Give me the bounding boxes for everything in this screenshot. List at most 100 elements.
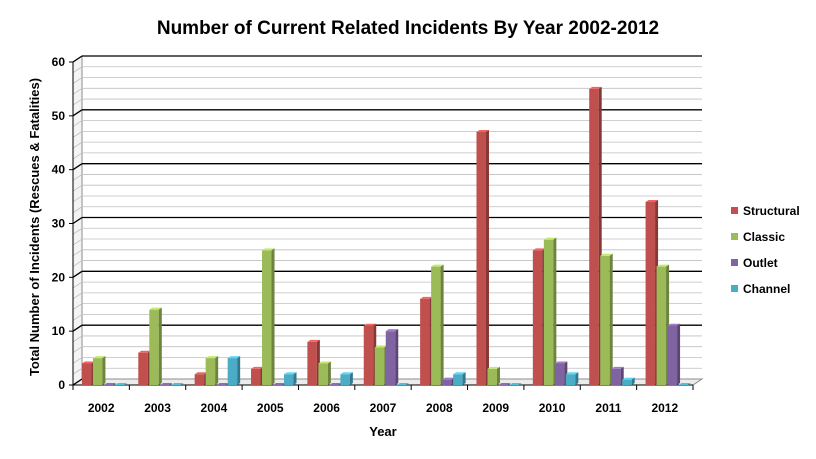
gridline-side bbox=[72, 292, 83, 300]
bar-front bbox=[543, 239, 554, 385]
bar-outlet-2007 bbox=[385, 329, 399, 385]
bar-flat bbox=[678, 383, 692, 385]
bar-front bbox=[363, 325, 374, 385]
bar-top bbox=[554, 361, 568, 364]
ticks-layer: 0 10 20 30 40 50 60 2002 2003 2004 2005 2006 2007 200… bbox=[52, 55, 694, 415]
bar-channel-2010 bbox=[565, 372, 579, 385]
bar-classic-2006 bbox=[318, 361, 331, 385]
y-tick-label: 60 bbox=[52, 55, 66, 69]
x-axis-title: Year bbox=[369, 424, 396, 439]
bar-structural-2008 bbox=[420, 296, 433, 385]
bar-top bbox=[262, 248, 275, 251]
bar-front bbox=[431, 266, 441, 385]
bar-flat bbox=[273, 383, 286, 385]
legend-label: Structural bbox=[743, 204, 800, 218]
legend-label: Outlet bbox=[743, 256, 778, 270]
bar-classic-2009 bbox=[487, 366, 500, 385]
bar-side bbox=[102, 356, 106, 385]
bar-side bbox=[293, 372, 297, 385]
bar-flat bbox=[160, 383, 173, 385]
bar-side bbox=[440, 264, 444, 385]
bar-front bbox=[611, 368, 621, 385]
bar-top bbox=[476, 129, 489, 132]
bar-structural-2007 bbox=[363, 323, 377, 385]
legend-label: Classic bbox=[743, 230, 785, 244]
bar-top bbox=[194, 372, 208, 375]
legend-swatch bbox=[731, 259, 738, 266]
gridline-side bbox=[72, 270, 83, 278]
bar-front bbox=[554, 363, 565, 385]
bar-channel-2012 bbox=[678, 383, 692, 385]
bar-top bbox=[645, 199, 659, 202]
bar-front bbox=[149, 309, 159, 385]
bar-front bbox=[307, 341, 317, 385]
bar-top bbox=[600, 253, 613, 256]
bar-outlet-2008 bbox=[442, 377, 455, 385]
x-tick-label: 2008 bbox=[426, 401, 453, 415]
bar-classic-2012 bbox=[656, 264, 670, 385]
bar-front bbox=[81, 363, 92, 385]
bar-side bbox=[395, 329, 399, 385]
y-tick-label: 0 bbox=[58, 378, 65, 392]
legend-swatch bbox=[731, 207, 738, 214]
gridline-side bbox=[72, 314, 83, 321]
bar-front bbox=[589, 88, 599, 386]
gridline-side bbox=[72, 66, 83, 74]
gridline-side bbox=[72, 260, 83, 267]
gridline-side bbox=[72, 249, 83, 257]
y-axis-title: Total Number of Incidents (Rescues & Fat… bbox=[27, 78, 42, 376]
gridline-side bbox=[72, 109, 83, 117]
gridline-side bbox=[72, 367, 83, 375]
bar-outlet-2003 bbox=[160, 383, 173, 385]
legend: Structural Classic Outlet Channel bbox=[731, 204, 800, 296]
bar-top bbox=[374, 345, 388, 348]
bar-front bbox=[600, 255, 610, 385]
bar-front bbox=[476, 131, 486, 385]
bar-flat bbox=[171, 383, 184, 385]
bar-structural-2005 bbox=[251, 366, 264, 385]
bar-classic-2007 bbox=[374, 345, 388, 385]
x-tick-label: 2011 bbox=[595, 401, 621, 415]
bar-classic-2008 bbox=[431, 264, 444, 385]
gridline-side bbox=[72, 98, 83, 106]
bar-top bbox=[284, 372, 297, 375]
bar-side bbox=[215, 356, 219, 385]
bar-top bbox=[227, 356, 241, 359]
bar-side bbox=[158, 307, 162, 385]
gridline-side bbox=[72, 346, 83, 354]
bar-top bbox=[205, 356, 219, 359]
bars-layer bbox=[81, 86, 692, 386]
bar-channel-2008 bbox=[453, 372, 466, 385]
bar-structural-2011 bbox=[589, 86, 602, 386]
gridline-side bbox=[72, 131, 83, 138]
bar-flat bbox=[498, 383, 511, 385]
bar-side bbox=[271, 248, 275, 385]
y-tick-label: 50 bbox=[52, 109, 66, 123]
bar-front bbox=[340, 374, 350, 385]
bar-top bbox=[92, 356, 106, 359]
bar-top bbox=[385, 329, 399, 332]
bar-structural-2003 bbox=[138, 350, 151, 385]
y-tick-label: 10 bbox=[52, 324, 66, 338]
bar-side bbox=[237, 356, 241, 385]
gridline-side bbox=[72, 206, 83, 214]
x-tick-label: 2012 bbox=[651, 401, 678, 415]
chart-title: Number of Current Related Incidents By Y… bbox=[157, 18, 659, 39]
bar-top bbox=[307, 339, 320, 342]
bar-top bbox=[251, 366, 264, 369]
bar-top bbox=[363, 323, 377, 326]
bar-flat bbox=[509, 383, 522, 385]
bar-top bbox=[565, 372, 579, 375]
bar-top bbox=[420, 296, 433, 299]
bar-outlet-2012 bbox=[667, 323, 681, 385]
bar-flat bbox=[329, 383, 342, 385]
gridline-side bbox=[72, 281, 83, 289]
gridline-side bbox=[72, 141, 83, 149]
bar-front bbox=[487, 368, 497, 385]
bar-top bbox=[656, 264, 670, 267]
bar-structural-2002 bbox=[81, 361, 95, 385]
bar-top bbox=[622, 377, 635, 380]
bar-outlet-2004 bbox=[216, 383, 230, 385]
